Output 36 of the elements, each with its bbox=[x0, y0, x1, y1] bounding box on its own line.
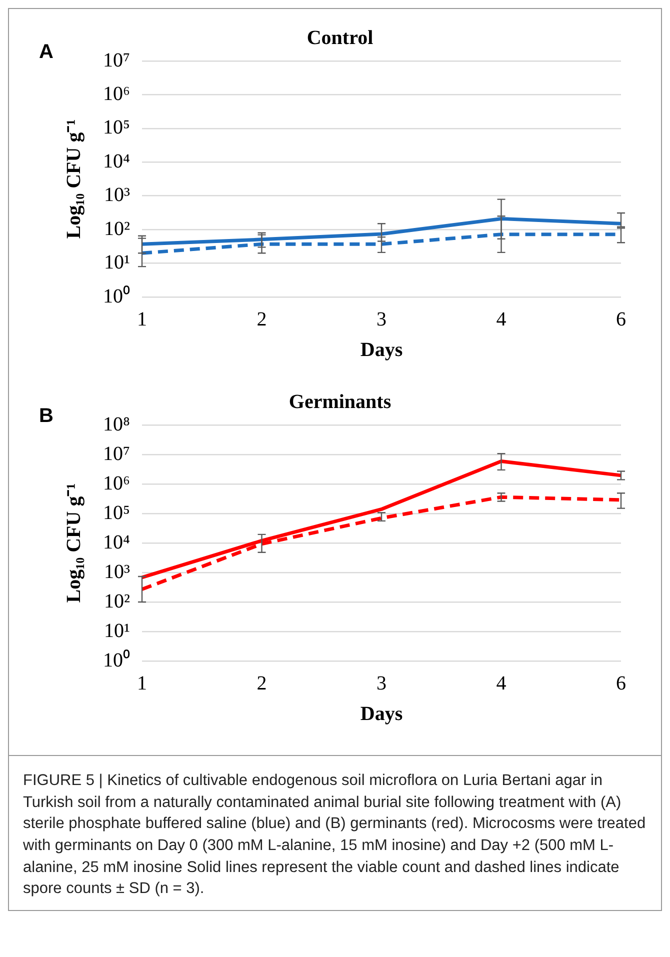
x-axis-title: Days bbox=[360, 339, 403, 362]
y-tick-label: 10⁷ bbox=[103, 442, 130, 465]
y-tick-label: 10⁴ bbox=[103, 531, 130, 554]
x-tick-label: 1 bbox=[137, 308, 147, 330]
y-tick-label: 10⁰ bbox=[103, 648, 130, 672]
y-tick-label: 10³ bbox=[104, 184, 130, 206]
x-axis-title: Days bbox=[360, 703, 403, 726]
x-tick-label: 3 bbox=[376, 308, 386, 330]
chart-title: Control bbox=[306, 27, 374, 50]
y-tick-label: 10⁶ bbox=[103, 82, 130, 105]
caption: FIGURE 5 | Kinetics of cultivable endogenous soil microflora on Luria Bertani agar in Turkish soil from a naturally contaminated animal burial site following treatment with (A) sterile phosphate buffered saline (blue) and (B) germinants (red). Microcosms were treated with germinants on Day 0 (300 mM L-alanine, 15 mM inosine) and Day +2 (500 mM L-alanine, 25 mM inosine Solid lines represent the viable count and dashed lines indicate spore counts ± SD (n = 3). bbox=[9, 755, 661, 910]
y-tick-label: 10¹ bbox=[104, 620, 130, 642]
x-tick-label: 4 bbox=[496, 672, 506, 694]
text: A bbox=[39, 41, 54, 64]
text: B bbox=[39, 405, 54, 428]
y-tick-label: 10² bbox=[104, 218, 130, 240]
y-axis-title: Log₁₀ CFU g⁻¹ bbox=[63, 483, 86, 603]
y-tick-label: 10⁰ bbox=[103, 284, 130, 308]
x-tick-label: 1 bbox=[137, 672, 147, 694]
y-tick-label: 10⁴ bbox=[103, 150, 130, 172]
y-tick-label: 10³ bbox=[104, 560, 130, 583]
x-tick-label: 4 bbox=[496, 308, 506, 330]
y-tick-label: 10⁷ bbox=[103, 49, 130, 72]
y-tick-label: 10⁵ bbox=[103, 116, 130, 139]
x-tick-label: 2 bbox=[256, 308, 267, 330]
y-tick-label: 10⁵ bbox=[103, 502, 130, 524]
y-tick-label: 10² bbox=[104, 590, 130, 612]
y-tick-label: 10⁶ bbox=[103, 472, 130, 494]
y-tick-label: 10¹ bbox=[104, 252, 130, 274]
x-tick-label: 3 bbox=[376, 672, 386, 694]
x-tick-label: 2 bbox=[256, 672, 267, 694]
y-axis-title: Log₁₀ CFU g⁻¹ bbox=[63, 119, 86, 239]
y-tick-label: 10⁸ bbox=[103, 413, 130, 436]
chart-title: Germinants bbox=[288, 391, 392, 414]
x-tick-label: 6 bbox=[616, 308, 626, 330]
x-tick-label: 6 bbox=[616, 672, 626, 694]
